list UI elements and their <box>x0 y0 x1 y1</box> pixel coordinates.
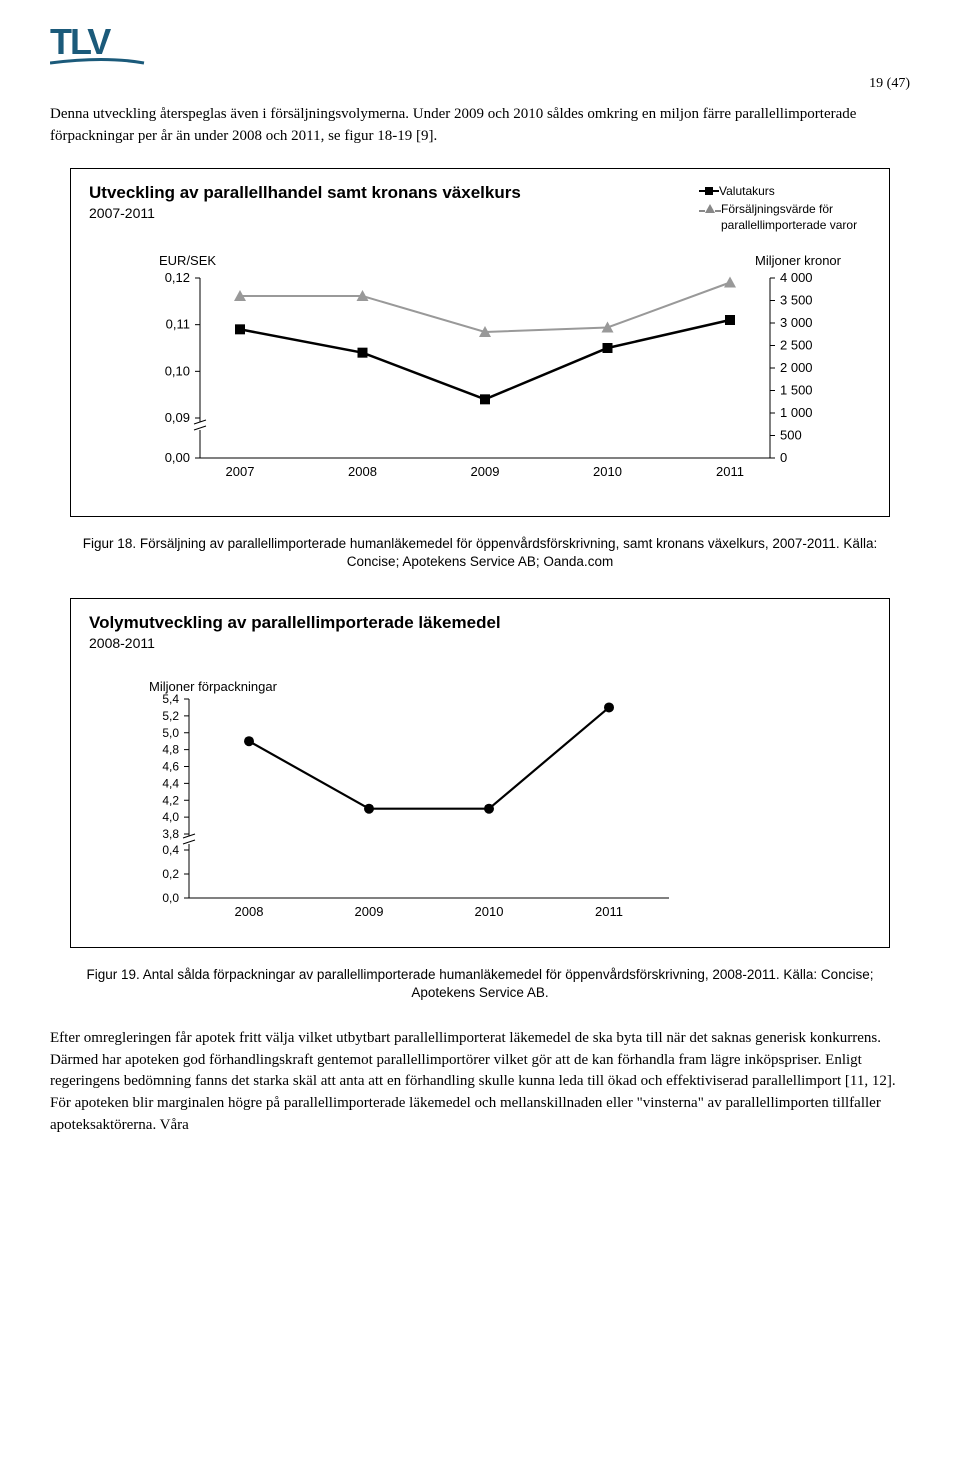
svg-text:4,2: 4,2 <box>162 793 179 807</box>
chart-1-right-axis-label: Miljoner kronor <box>755 253 841 268</box>
svg-text:3 000: 3 000 <box>780 315 813 330</box>
svg-text:1 500: 1 500 <box>780 383 813 398</box>
svg-text:0,09: 0,09 <box>165 410 190 425</box>
svg-text:0,2: 0,2 <box>162 867 179 881</box>
bottom-paragraph: Efter omregleringen får apotek fritt väl… <box>50 1028 910 1137</box>
svg-text:2011: 2011 <box>595 904 623 919</box>
svg-text:0,11: 0,11 <box>166 317 190 332</box>
svg-text:2 000: 2 000 <box>780 360 813 375</box>
svg-text:0,4: 0,4 <box>162 843 179 857</box>
svg-text:4,6: 4,6 <box>162 759 179 773</box>
svg-text:2007: 2007 <box>226 464 255 479</box>
svg-text:5,4: 5,4 <box>162 694 179 706</box>
svg-text:2008: 2008 <box>348 464 377 479</box>
chart-2-subtitle: 2008-2011 <box>89 635 871 651</box>
intro-paragraph: Denna utveckling återspeglas även i förs… <box>50 104 910 148</box>
chart-1-caption: Figur 18. Försäljning av parallellimport… <box>80 535 880 571</box>
chart-1-title: Utveckling av parallellhandel samt krona… <box>89 183 705 203</box>
chart-1-legend: Valutakurs Försäljningsvärde för paralle… <box>705 183 871 236</box>
svg-text:4,8: 4,8 <box>162 742 179 756</box>
square-marker-icon <box>705 187 713 195</box>
svg-text:500: 500 <box>780 428 802 443</box>
svg-text:2010: 2010 <box>475 904 504 919</box>
logo: TLV <box>50 20 910 66</box>
svg-text:2009: 2009 <box>471 464 500 479</box>
chart-2-title: Volymutveckling av parallellimporterade … <box>89 613 871 633</box>
svg-text:0,00: 0,00 <box>165 450 190 465</box>
svg-text:2011: 2011 <box>716 464 744 479</box>
svg-text:TLV: TLV <box>50 21 111 62</box>
svg-text:0,10: 0,10 <box>165 363 190 378</box>
legend-2-label: Försäljningsvärde för parallellimportera… <box>721 201 871 233</box>
chart-2-y-axis-label: Miljoner förpackningar <box>89 679 871 694</box>
chart-2-plot: 5,4 5,2 5,0 4,8 4,6 4,4 4,2 4,0 3,8 0,4 0,2 0,0 2008… <box>129 694 749 929</box>
svg-text:0: 0 <box>780 450 787 465</box>
svg-text:5,2: 5,2 <box>162 708 179 722</box>
svg-text:2010: 2010 <box>593 464 622 479</box>
chart-1-subtitle: 2007-2011 <box>89 205 705 221</box>
triangle-marker-icon <box>705 204 715 213</box>
svg-text:4,0: 4,0 <box>162 810 179 824</box>
page-number: 19 (47) <box>50 76 910 92</box>
chart-1-left-axis-label: EUR/SEK <box>159 253 216 268</box>
svg-text:2008: 2008 <box>235 904 264 919</box>
chart-1-plot: 0,12 0,11 0,10 0,09 0,00 4 000 3 500 3 000 2 500… <box>130 268 830 498</box>
svg-text:2 500: 2 500 <box>780 338 813 353</box>
svg-text:4,4: 4,4 <box>162 776 179 790</box>
svg-text:4 000: 4 000 <box>780 270 813 285</box>
svg-text:1 000: 1 000 <box>780 405 813 420</box>
svg-text:3 500: 3 500 <box>780 293 813 308</box>
chart-1-frame: Utveckling av parallellhandel samt krona… <box>70 168 890 518</box>
svg-text:5,0: 5,0 <box>162 725 179 739</box>
chart-2-frame: Volymutveckling av parallellimporterade … <box>70 598 890 948</box>
svg-text:3,8: 3,8 <box>162 827 179 841</box>
svg-text:2009: 2009 <box>355 904 384 919</box>
svg-text:0,12: 0,12 <box>165 270 190 285</box>
chart-2-caption: Figur 19. Antal sålda förpackningar av p… <box>80 966 880 1002</box>
svg-text:0,0: 0,0 <box>162 891 179 905</box>
legend-1-label: Valutakurs <box>719 183 775 199</box>
